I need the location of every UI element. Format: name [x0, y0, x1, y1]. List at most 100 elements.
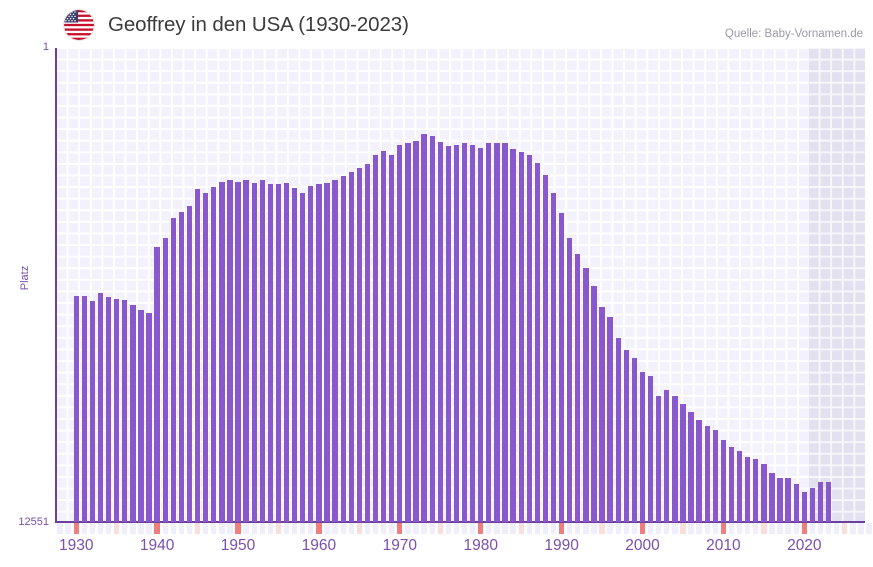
- bar[interactable]: [745, 457, 751, 522]
- bar[interactable]: [672, 396, 678, 522]
- bar[interactable]: [704, 426, 710, 522]
- bar[interactable]: [461, 143, 468, 522]
- bar[interactable]: [647, 376, 654, 522]
- bar[interactable]: [283, 183, 290, 522]
- bar[interactable]: [526, 155, 532, 522]
- bar[interactable]: [421, 134, 427, 522]
- bar[interactable]: [510, 149, 516, 522]
- bar[interactable]: [348, 172, 354, 522]
- bar[interactable]: [397, 145, 403, 522]
- bar[interactable]: [186, 206, 193, 522]
- bar[interactable]: [291, 188, 298, 522]
- bar[interactable]: [211, 187, 217, 522]
- bar[interactable]: [817, 482, 824, 522]
- bar[interactable]: [235, 182, 241, 522]
- bar[interactable]: [591, 286, 597, 522]
- x-axis-tick: [211, 523, 217, 534]
- bar[interactable]: [688, 412, 694, 522]
- bar[interactable]: [380, 151, 387, 522]
- bar[interactable]: [146, 313, 152, 522]
- bar[interactable]: [534, 163, 540, 522]
- x-axis-tick-label: 1960: [301, 537, 337, 554]
- bar[interactable]: [308, 186, 314, 522]
- bar[interactable]: [162, 238, 168, 522]
- bar[interactable]: [639, 372, 646, 522]
- bar[interactable]: [680, 404, 686, 522]
- bar[interactable]: [550, 193, 557, 522]
- bar[interactable]: [567, 238, 573, 522]
- bar[interactable]: [825, 482, 832, 522]
- bar[interactable]: [122, 300, 128, 522]
- bar[interactable]: [736, 451, 743, 522]
- bar[interactable]: [518, 152, 524, 522]
- bar[interactable]: [575, 254, 581, 522]
- bar[interactable]: [478, 148, 484, 522]
- bar[interactable]: [202, 193, 209, 522]
- bar[interactable]: [227, 180, 233, 522]
- bar[interactable]: [631, 358, 638, 522]
- bar[interactable]: [486, 143, 492, 522]
- bar[interactable]: [809, 488, 816, 522]
- bar[interactable]: [753, 459, 759, 522]
- bar[interactable]: [777, 478, 783, 522]
- bar[interactable]: [372, 155, 379, 522]
- bar[interactable]: [243, 180, 249, 522]
- bar[interactable]: [267, 184, 274, 522]
- bar[interactable]: [324, 183, 330, 522]
- bar[interactable]: [502, 143, 508, 522]
- bar[interactable]: [623, 350, 629, 522]
- bar[interactable]: [542, 175, 549, 522]
- bar[interactable]: [445, 146, 452, 522]
- bar[interactable]: [73, 296, 79, 522]
- bar[interactable]: [114, 299, 120, 522]
- bar[interactable]: [389, 155, 395, 522]
- bar[interactable]: [275, 184, 282, 522]
- bar[interactable]: [558, 213, 565, 522]
- bar[interactable]: [793, 484, 799, 522]
- bar[interactable]: [89, 301, 96, 522]
- bar[interactable]: [413, 141, 419, 522]
- bar[interactable]: [437, 142, 443, 522]
- bar[interactable]: [259, 180, 265, 522]
- bar[interactable]: [728, 447, 735, 522]
- bar[interactable]: [469, 145, 476, 522]
- bar[interactable]: [130, 305, 136, 522]
- bar[interactable]: [720, 440, 727, 522]
- bar[interactable]: [405, 143, 411, 522]
- bar[interactable]: [364, 164, 371, 522]
- bar[interactable]: [615, 338, 621, 522]
- bar[interactable]: [154, 247, 160, 522]
- bar[interactable]: [332, 180, 338, 522]
- bar[interactable]: [138, 310, 144, 522]
- bar[interactable]: [340, 176, 346, 522]
- bar[interactable]: [801, 492, 807, 522]
- bar[interactable]: [785, 478, 791, 522]
- bar[interactable]: [696, 420, 702, 522]
- bar[interactable]: [769, 473, 775, 522]
- bar[interactable]: [583, 268, 589, 522]
- bar[interactable]: [664, 390, 670, 522]
- bar[interactable]: [170, 218, 176, 522]
- x-axis-tick: [639, 523, 646, 534]
- bar[interactable]: [178, 212, 185, 522]
- bar[interactable]: [453, 145, 460, 522]
- x-axis-tick: [817, 523, 824, 534]
- bar[interactable]: [194, 189, 201, 522]
- bar[interactable]: [712, 430, 718, 522]
- bar[interactable]: [494, 143, 500, 522]
- bar[interactable]: [316, 184, 322, 522]
- bar[interactable]: [251, 183, 257, 522]
- x-axis-tick-label: 1970: [382, 537, 418, 554]
- bar[interactable]: [656, 396, 662, 522]
- bar[interactable]: [429, 136, 435, 522]
- bar[interactable]: [356, 168, 363, 522]
- bar[interactable]: [97, 293, 104, 522]
- bar[interactable]: [81, 296, 87, 522]
- bar[interactable]: [761, 464, 767, 522]
- bar[interactable]: [607, 317, 613, 522]
- x-axis-tick: [858, 523, 864, 534]
- bar[interactable]: [300, 193, 306, 522]
- bar[interactable]: [219, 182, 225, 522]
- bar[interactable]: [599, 307, 605, 522]
- bar[interactable]: [105, 297, 112, 522]
